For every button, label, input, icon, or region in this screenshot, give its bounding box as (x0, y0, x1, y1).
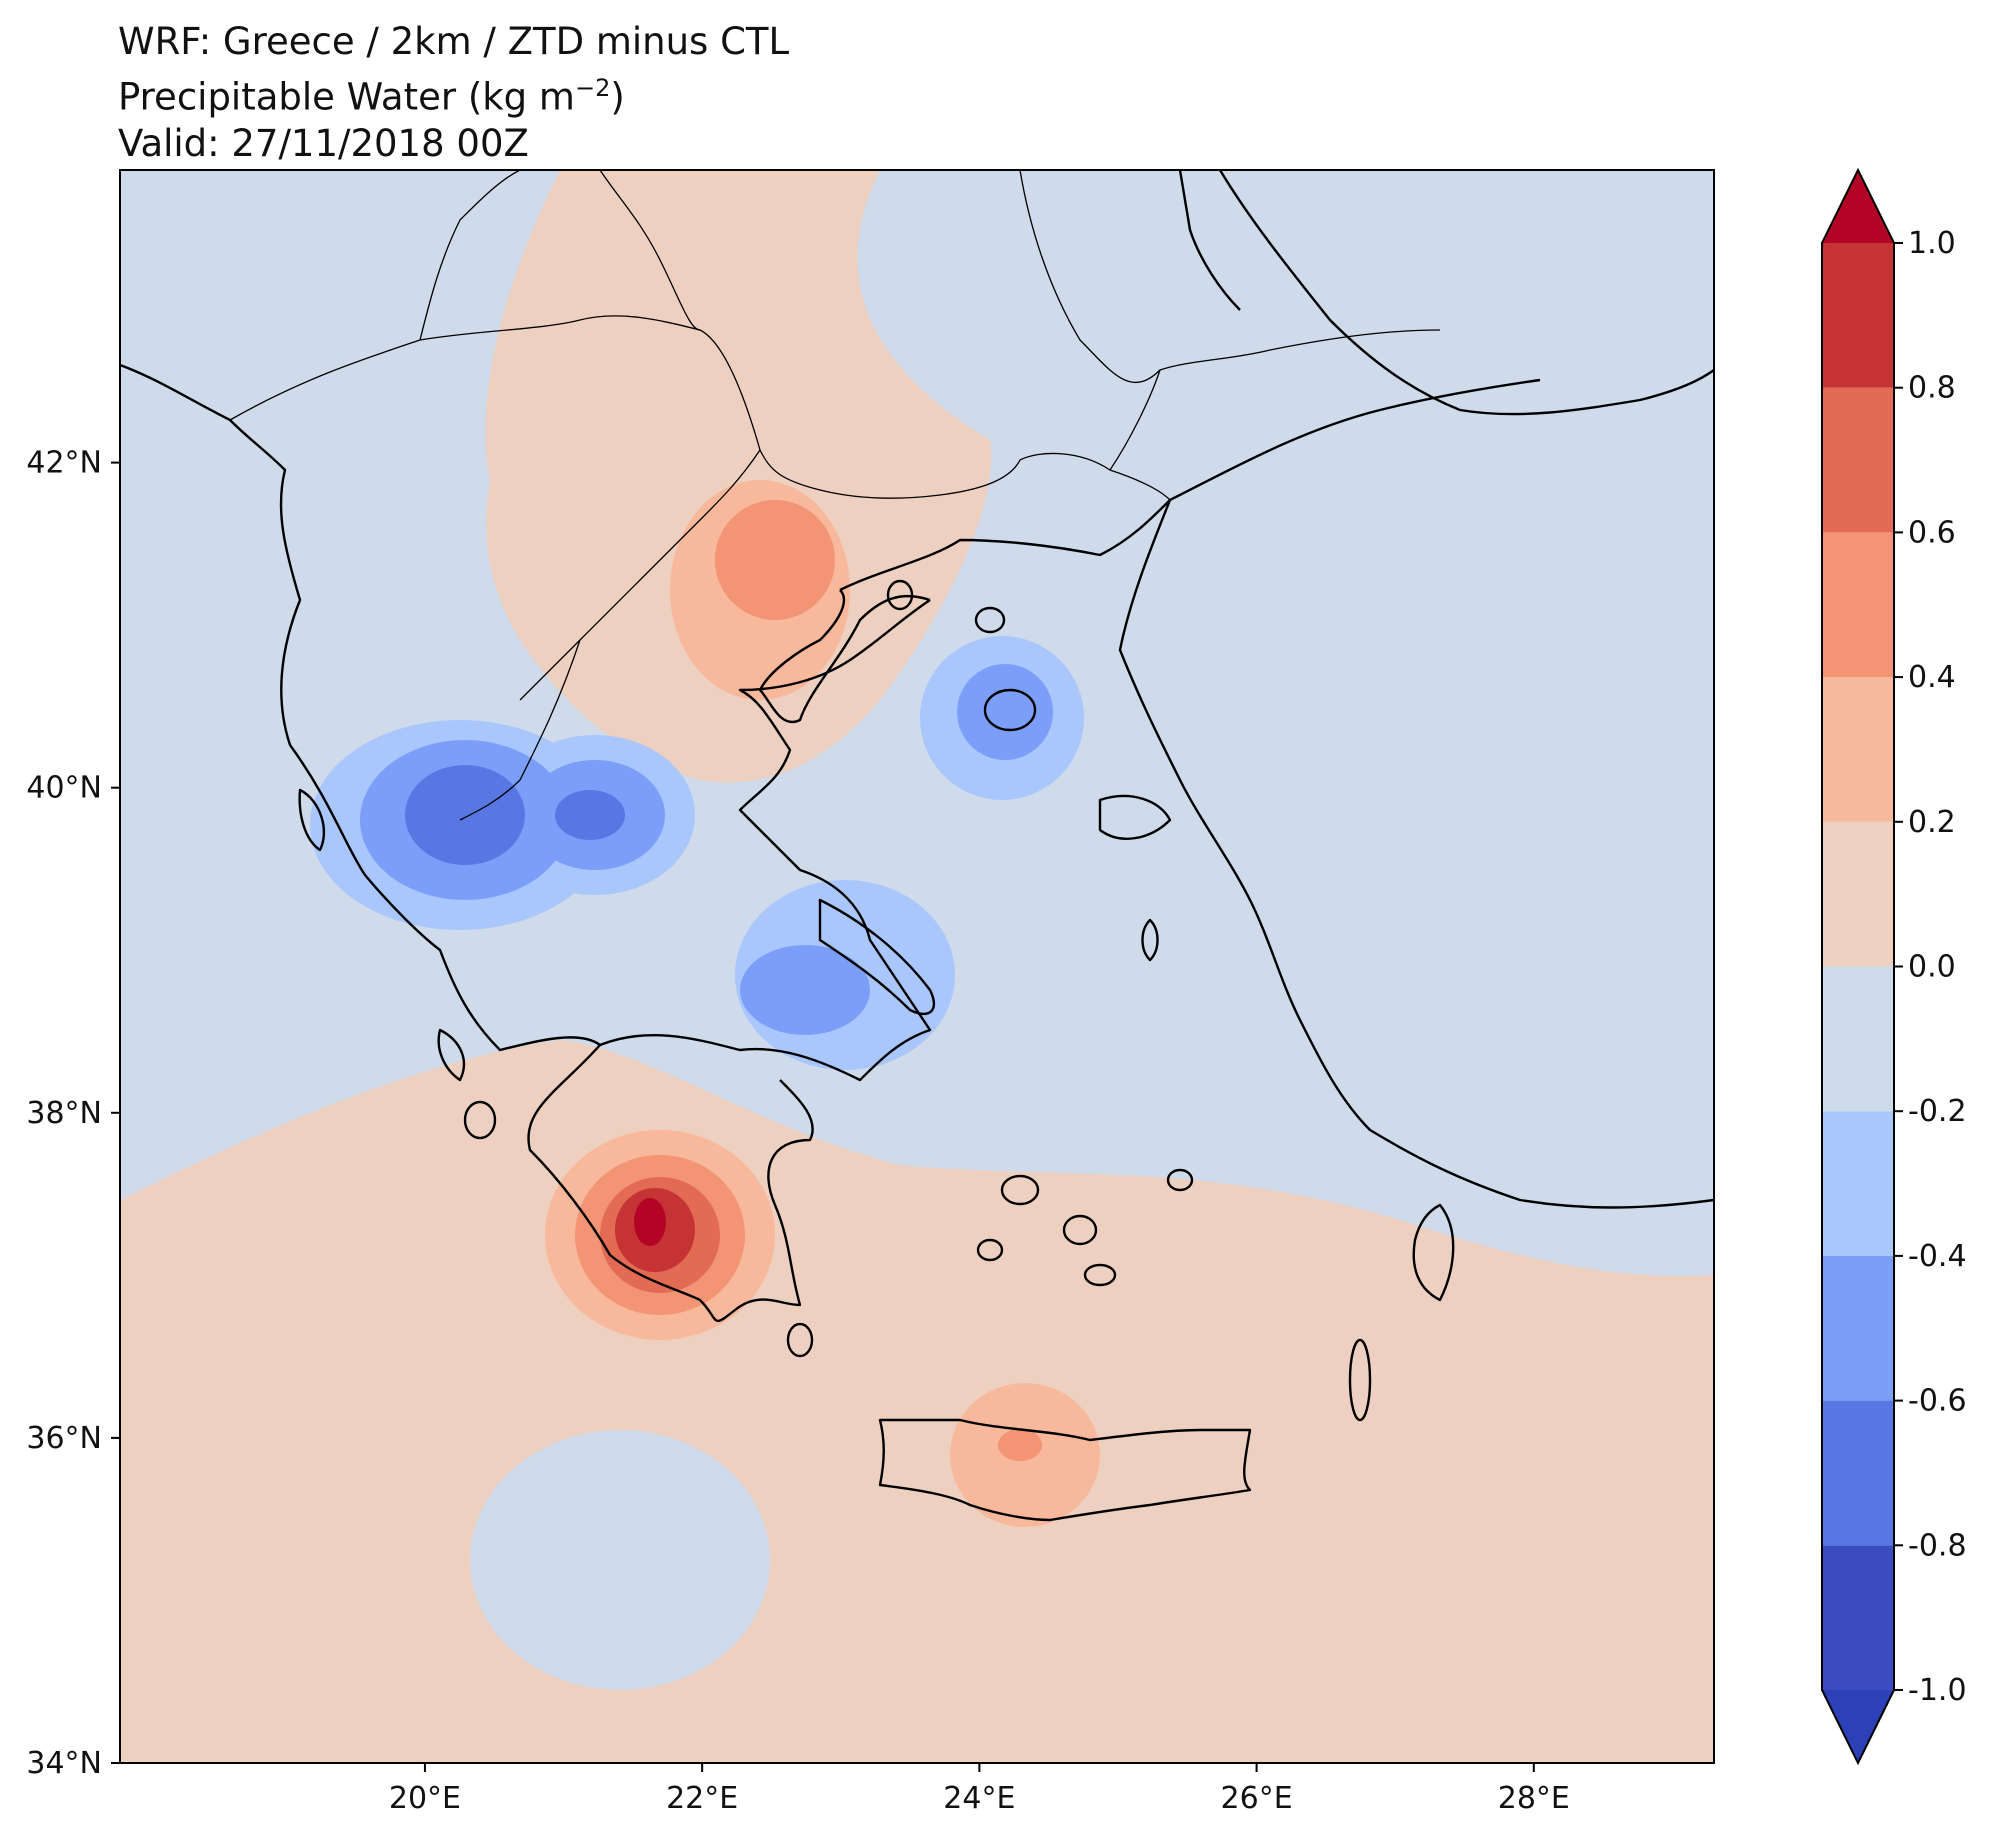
colorbar-band (1822, 243, 1894, 388)
plot-frame (119, 169, 1715, 1764)
epirus-thessaly-minimum (310, 720, 695, 930)
x-axis: 20°E 22°E 24°E 26°E 28°E (389, 1763, 1570, 1816)
y-tick-label: 42°N (26, 446, 102, 481)
colorbar-tick-label: -0.6 (1908, 1384, 1967, 1419)
title-line-2: Precipitable Water (kg m−2) (118, 65, 789, 120)
colorbar-band (1822, 1545, 1894, 1690)
colorbar-band (1822, 1400, 1894, 1546)
colorbar-tick-label: -1.0 (1908, 1673, 1967, 1708)
colorbar-band (1822, 387, 1894, 533)
x-tick-label: 28°E (1498, 1781, 1570, 1816)
y-tick-label: 38°N (26, 1096, 102, 1131)
colorbar-extend-low (1822, 1690, 1894, 1763)
y-tick-label: 36°N (26, 1421, 102, 1456)
colorbar-band (1822, 1255, 1894, 1401)
chart-title: WRF: Greece / 2km / ZTD minus CTL Precip… (118, 18, 789, 167)
colorbar-band (1822, 1111, 1894, 1256)
colorbar-tick-label: 1.0 (1908, 226, 1956, 261)
colorbar-band (1822, 966, 1894, 1112)
x-tick-label: 20°E (389, 1781, 461, 1816)
crete-maximum (950, 1383, 1100, 1527)
title-line-3: Valid: 27/11/2018 00Z (118, 122, 529, 166)
coastlines (120, 170, 1714, 1522)
title-units-exponent: −2 (574, 74, 611, 102)
colorbar-outline (1821, 167, 1895, 1766)
borders (229, 170, 1441, 821)
x-tick-label: 24°E (943, 1781, 1015, 1816)
colorbar-tick-label: 0.2 (1908, 805, 1956, 840)
peloponnese-maximum (545, 1130, 775, 1340)
x-tick-label: 26°E (1221, 1781, 1293, 1816)
map-plot-area (120, 170, 1714, 1763)
colorbar-tick-label: 0.6 (1908, 515, 1956, 550)
colorbar-tick-label: 0.4 (1908, 660, 1956, 695)
colorbar-tick-label: 0.0 (1908, 950, 1956, 985)
macedonia-maximum (630, 470, 870, 750)
y-tick-label: 40°N (26, 771, 102, 806)
y-axis: 34°N 36°N 38°N 40°N 42°N (26, 446, 120, 1781)
colorbar-tick-label: 0.8 (1908, 371, 1956, 406)
colorbar: -1.0 -0.8 -0.6 -0.4 -0.2 0.0 0.2 0.4 0.6 0.8 1.0 (1821, 167, 1967, 1766)
colorbar-extend-high (1822, 170, 1894, 243)
central-greece-minimum (735, 880, 955, 1070)
north-aegean-minimum (920, 636, 1084, 800)
colorbar-band (1822, 532, 1894, 678)
southwest-weak-negative (470, 1430, 770, 1690)
colorbar-tick-label: -0.2 (1908, 1094, 1967, 1129)
colorbar-band (1822, 677, 1894, 822)
colorbar-tick-label: -0.4 (1908, 1239, 1967, 1274)
title-line-1: WRF: Greece / 2km / ZTD minus CTL (118, 20, 790, 63)
y-tick-label: 34°N (26, 1746, 102, 1781)
x-tick-label: 22°E (666, 1781, 738, 1816)
colorbar-band (1822, 821, 1894, 967)
title-units-text: Precipitable Water (kg m (118, 75, 575, 119)
title-units-close: ) (610, 75, 625, 119)
colorbar-tick-label: -0.8 (1908, 1528, 1967, 1563)
